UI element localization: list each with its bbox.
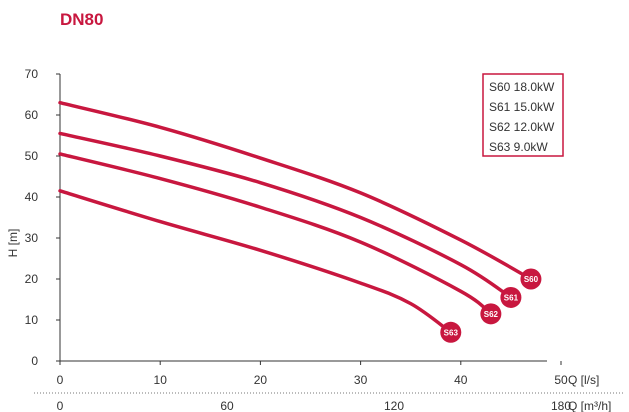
secondary-x-tick-label: 0 — [57, 399, 64, 412]
secondary-x-tick-label: 120 — [384, 399, 404, 412]
curve-end-label-s63: S63 — [444, 328, 459, 337]
secondary-x-tick-label: 180 — [551, 399, 571, 412]
y-tick-label: 50 — [25, 149, 39, 163]
x-tick-label: 10 — [154, 373, 168, 387]
y-axis-label: H [m] — [6, 229, 20, 258]
legend-entry: S61 15.0kW — [489, 100, 555, 114]
curve-s60 — [58, 100, 533, 281]
x-tick-label: 50 — [554, 373, 568, 387]
x-tick-label: 40 — [454, 373, 468, 387]
secondary-x-axis-label: Q [m³/h] — [568, 399, 611, 412]
curve-end-badge-s60 — [520, 268, 542, 290]
y-tick-label: 10 — [25, 313, 39, 327]
curve-s62 — [58, 152, 493, 316]
y-tick-label: 70 — [25, 67, 39, 81]
legend-entry: S63 9.0kW — [489, 140, 548, 154]
curve-end-badge-s63 — [440, 321, 462, 343]
curve-s63 — [58, 189, 453, 335]
x-tick-label: 30 — [354, 373, 368, 387]
y-tick-label: 60 — [25, 108, 39, 122]
legend: S60 18.0kW S61 15.0kW S62 12.0kW S63 9.0kW — [482, 73, 564, 157]
curve-s61 — [58, 131, 513, 300]
curves: S60 S61 S62 S63 — [58, 100, 542, 343]
x-tick-label: 20 — [254, 373, 268, 387]
y-tick-label: 40 — [25, 190, 39, 204]
curve-end-badge-s62 — [480, 303, 502, 325]
chart-title: DN80 — [60, 10, 103, 29]
legend-entry: S60 18.0kW — [489, 80, 555, 94]
legend-box — [482, 73, 564, 157]
curve-end-label-s62: S62 — [484, 310, 499, 319]
curve-end-label-s60: S60 — [524, 275, 539, 284]
y-tick-label: 20 — [25, 272, 39, 286]
y-tick-label: 30 — [25, 231, 39, 245]
legend-entry: S62 12.0kW — [489, 120, 555, 134]
curve-end-label-s61: S61 — [504, 293, 519, 302]
y-tick-label: 0 — [31, 354, 38, 368]
curve-end-badge-s61 — [500, 286, 522, 308]
x-axis-label: Q [l/s] — [568, 373, 599, 387]
x-tick-label: 0 — [57, 373, 64, 387]
secondary-x-tick-label: 60 — [220, 399, 234, 412]
